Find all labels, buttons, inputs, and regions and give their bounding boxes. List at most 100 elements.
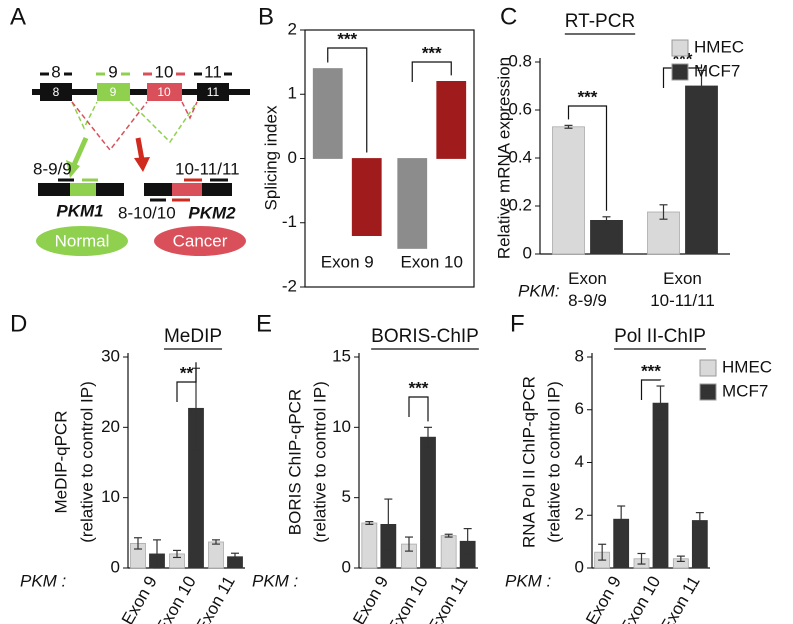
significance-label: *** — [578, 87, 598, 106]
state-oval — [36, 226, 128, 256]
error-bar — [598, 543, 607, 561]
error-bar — [444, 533, 453, 538]
error-bar — [405, 536, 413, 552]
bar — [361, 522, 378, 569]
exon-label: 10 — [157, 85, 171, 99]
significance-label: *** — [641, 361, 661, 380]
exon-box — [147, 83, 182, 101]
y-axis-label: BORIS ChIP-qPCR — [285, 389, 304, 535]
panel-a: A 8 9 10 11 8 9 10 11 8-9/9 — [10, 3, 250, 256]
error-bar — [424, 426, 432, 448]
arrow-head — [66, 160, 80, 178]
significance-bracket — [327, 47, 368, 153]
error-bar — [656, 385, 665, 421]
bar — [208, 541, 224, 569]
bar — [552, 126, 585, 255]
y-tick-label: 0 — [288, 148, 297, 167]
exon-label: 9 — [110, 85, 117, 99]
significance-label: ** — [180, 363, 194, 382]
state-label: Cancer — [173, 231, 228, 250]
x-tick-label: Exon 10 — [617, 573, 665, 624]
error-bar — [463, 528, 472, 555]
bar — [440, 535, 457, 569]
y-tick-label: 0.2 — [508, 195, 532, 214]
bar — [590, 219, 623, 255]
error-bar — [617, 505, 626, 533]
error-bar — [564, 124, 573, 129]
significance-bracket — [640, 379, 662, 400]
exon-label: 8 — [53, 85, 60, 99]
bar — [397, 158, 428, 249]
chart-title: BORIS-ChIP — [371, 326, 479, 347]
y-tick-label: 0.6 — [508, 99, 532, 118]
error-bar — [231, 552, 239, 561]
significance-bracket — [176, 362, 197, 402]
transcript-exon — [70, 183, 96, 196]
arrow — [71, 136, 89, 167]
y-tick-label: -1 — [282, 212, 297, 231]
x-tick-label: Exon 9 — [118, 573, 161, 624]
x-tick-label: Exon 10 — [152, 573, 200, 624]
y-tick-label: 2 — [575, 505, 584, 524]
x-tick-label: Exon 11 — [657, 573, 704, 624]
y-axis-label: Splicing index — [261, 105, 280, 210]
bar — [420, 436, 436, 569]
y-tick-label: 0.8 — [508, 51, 532, 70]
primer-label: 8 — [51, 62, 60, 81]
y-axis-label: (relative to control IP) — [77, 381, 96, 543]
exon-box — [40, 83, 72, 101]
bar — [351, 158, 382, 236]
chart-title: RT-PCR — [565, 11, 635, 32]
error-bar — [134, 537, 142, 550]
y-axis-label: (relative to control IP) — [310, 381, 329, 543]
bar — [312, 68, 343, 159]
error-bar — [637, 552, 646, 565]
error-bar — [173, 549, 181, 559]
error-bar — [695, 512, 704, 530]
error-bar — [676, 555, 685, 563]
isoform: PKM2 — [188, 203, 236, 222]
legend-swatch — [671, 39, 689, 57]
error-bar — [153, 539, 161, 569]
state-label: Normal — [55, 231, 110, 250]
exon-box — [197, 83, 229, 101]
legend-swatch — [699, 383, 717, 401]
error-bar — [602, 216, 611, 225]
x-prefix: PKM: — [518, 281, 560, 300]
y-tick-label: -2 — [282, 276, 297, 295]
y-axis-label: MeDIP-qPCR — [51, 411, 70, 514]
panel-letter: C — [500, 3, 517, 30]
exon-label: 11 — [207, 85, 220, 99]
significance-label: *** — [409, 378, 429, 397]
y-tick-label: 0 — [523, 243, 532, 262]
y-tick-label: 0 — [111, 557, 120, 576]
y-tick-label: 15 — [332, 346, 351, 365]
chart-title: MeDIP — [164, 326, 222, 347]
legend-label: HMEC — [722, 357, 772, 376]
error-bar — [212, 539, 220, 545]
y-tick-label: 5 — [342, 487, 351, 506]
panel-letter: A — [10, 3, 26, 30]
error-bar — [659, 204, 668, 220]
x-tick-label: Exon 11 — [192, 573, 239, 624]
panel-letter: B — [258, 3, 274, 30]
x-tick-label: Exon 10 — [401, 252, 463, 271]
primer-pair: 8-9/9 — [33, 159, 72, 178]
y-tick-label: 1 — [288, 84, 297, 103]
exon-box — [97, 83, 130, 101]
x-prefix: PKM : — [505, 571, 552, 590]
x-tick-label: Exon 8-9/9 — [568, 269, 607, 310]
y-axis-label: RNA Pol II ChIP-qPCR — [519, 376, 538, 548]
legend-label: MCF7 — [694, 61, 740, 80]
primer-label: 10 — [155, 62, 174, 81]
y-tick-label: 0.4 — [508, 147, 532, 166]
transcript-exon — [172, 183, 202, 196]
primer-pair: 10-11/11 — [175, 159, 240, 178]
x-prefix: PKM : — [252, 571, 299, 590]
error-bar — [697, 69, 706, 103]
y-tick-label: 0 — [342, 557, 351, 576]
primer-label: 9 — [108, 62, 117, 81]
chart-title: Pol II-ChIP — [614, 326, 706, 347]
y-tick-label: 10 — [101, 487, 120, 506]
